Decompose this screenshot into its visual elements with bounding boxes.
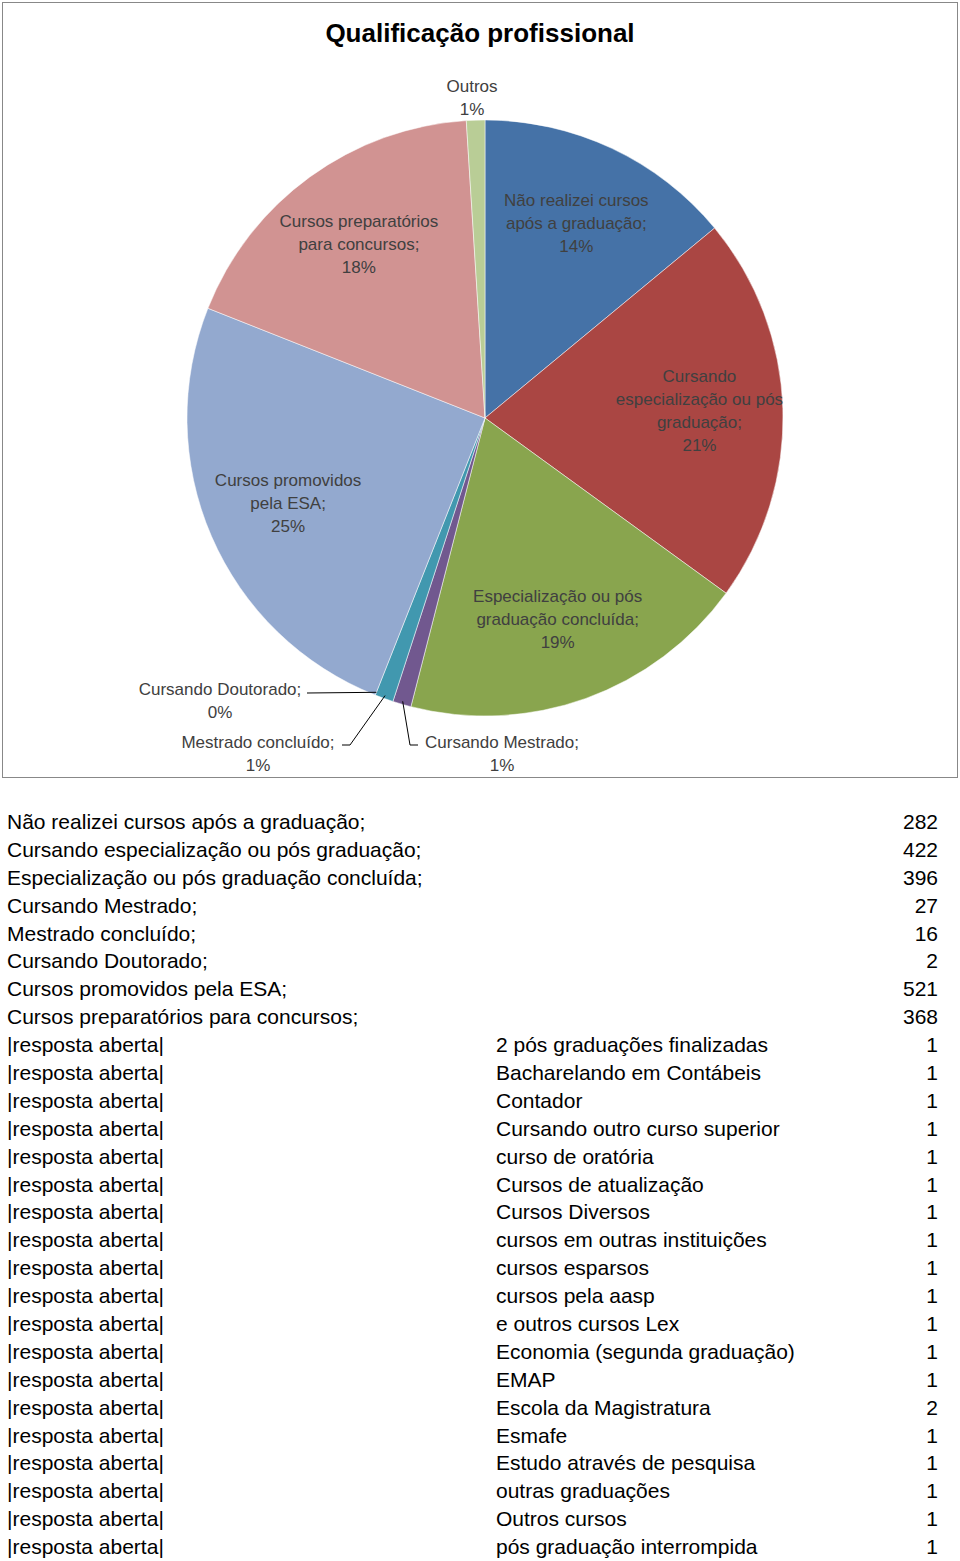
html-text:cursos pela aasp: cursos pela aasp — [496, 1284, 655, 1308]
html-text:1: 1 — [926, 1033, 938, 1057]
svg-text:Não realizei cursosapós a grad: Não realizei cursosapós a graduação;14% — [504, 191, 649, 256]
html-text:Cursando especialização ou pós: Cursando especialização ou pós graduação… — [7, 837, 422, 861]
html-text:422: 422 — [903, 837, 938, 861]
html-text:1: 1 — [926, 1507, 938, 1531]
html-text:Mestrado concluído;: Mestrado concluído; — [7, 921, 197, 945]
html-text:1: 1 — [926, 1479, 938, 1503]
html-text:cursos em outras instituições: cursos em outras instituições — [496, 1228, 767, 1252]
html-text:368: 368 — [903, 1005, 938, 1029]
html-text:e outros cursos Lex: e outros cursos Lex — [496, 1312, 680, 1335]
html-text:|resposta aberta|: |resposta aberta| — [7, 1479, 164, 1503]
html-text:Estudo através de pesquisa: Estudo através de pesquisa — [496, 1451, 756, 1475]
svg-text:Outros1%: Outros1% — [446, 77, 497, 119]
html-text:|resposta aberta|: |resposta aberta| — [7, 1339, 164, 1363]
html-text:1: 1 — [926, 1116, 938, 1140]
html-text:curso de oratória: curso de oratória — [496, 1144, 654, 1168]
html-text:Escola da Magistratura: Escola da Magistratura — [496, 1395, 711, 1419]
html-text:2: 2 — [926, 1395, 938, 1419]
html-text:Contador: Contador — [496, 1088, 583, 1112]
svg-text:Cursando Mestrado;1%: Cursando Mestrado;1% — [425, 733, 579, 775]
html-text:1: 1 — [926, 1061, 938, 1084]
html-text:2 pós graduações finalizadas: 2 pós graduações finalizadas — [496, 1033, 768, 1057]
html-text:|resposta aberta|: |resposta aberta| — [7, 1451, 164, 1475]
html-text:1: 1 — [926, 1144, 938, 1168]
html-text:cursos esparsos: cursos esparsos — [496, 1256, 649, 1280]
html-text:|resposta aberta|: |resposta aberta| — [7, 1256, 164, 1280]
html-text:1: 1 — [926, 1535, 938, 1559]
html-text:1: 1 — [926, 1451, 938, 1475]
svg-text:Mestrado concluído;1%: Mestrado concluído;1% — [181, 733, 334, 775]
html-text:1: 1 — [926, 1284, 938, 1308]
html-text:1: 1 — [926, 1088, 938, 1112]
html-text:Especialização ou pós graduaçã: Especialização ou pós graduação concluíd… — [7, 865, 423, 889]
html-text:Cursos Diversos: Cursos Diversos — [496, 1200, 650, 1224]
html-text:1: 1 — [926, 1423, 938, 1447]
html-text:|resposta aberta|: |resposta aberta| — [7, 1535, 164, 1559]
svg-text:Cursandoespecialização ou pósg: Cursandoespecialização ou pósgraduação;2… — [616, 367, 783, 455]
html-text:1: 1 — [926, 1367, 938, 1391]
html-text:|resposta aberta|: |resposta aberta| — [7, 1228, 164, 1252]
html-text:396: 396 — [903, 865, 938, 889]
html-text:|resposta aberta|: |resposta aberta| — [7, 1200, 164, 1224]
html-text:|resposta aberta|: |resposta aberta| — [7, 1116, 164, 1140]
html-text:521: 521 — [903, 977, 938, 1001]
html-text:1: 1 — [926, 1312, 938, 1335]
html-text:1: 1 — [926, 1256, 938, 1280]
html-text:|resposta aberta|: |resposta aberta| — [7, 1061, 164, 1084]
html-text:Cursos preparatórios para conc: Cursos preparatórios para concursos; — [7, 1005, 359, 1029]
html-text:1: 1 — [926, 1172, 938, 1196]
html-text:|resposta aberta|: |resposta aberta| — [7, 1395, 164, 1419]
html-text:1: 1 — [926, 1228, 938, 1252]
html-text:|resposta aberta|: |resposta aberta| — [7, 1033, 164, 1057]
html-text:1: 1 — [926, 1200, 938, 1224]
html-text:27: 27 — [914, 893, 938, 917]
html-text:Cursos de atualização: Cursos de atualização — [496, 1172, 704, 1196]
html-text:Qualificação profissional: Qualificação profissional — [325, 18, 635, 48]
html-text:|resposta aberta|: |resposta aberta| — [7, 1312, 164, 1335]
html-text:1: 1 — [926, 1339, 938, 1363]
html-text:Bacharelando em Contábeis: Bacharelando em Contábeis — [496, 1061, 761, 1084]
html-text:Cursando Doutorado;: Cursando Doutorado; — [7, 949, 208, 973]
html-text:pós graduação interrompida: pós graduação interrompida — [496, 1535, 758, 1559]
html-text:|resposta aberta|: |resposta aberta| — [7, 1284, 164, 1308]
html-text:Cursando outro curso superior: Cursando outro curso superior — [496, 1116, 780, 1140]
html-text:|resposta aberta|: |resposta aberta| — [7, 1144, 164, 1168]
html-text:Esmafe: Esmafe — [496, 1423, 568, 1447]
html-text:16: 16 — [914, 921, 938, 945]
html-text:|resposta aberta|: |resposta aberta| — [7, 1172, 164, 1196]
svg-text:Cursos preparatóriospara concu: Cursos preparatóriospara concursos;18% — [280, 212, 439, 277]
svg-text:Cursos promovidospela ESA;25%: Cursos promovidospela ESA;25% — [215, 471, 361, 536]
html-text:|resposta aberta|: |resposta aberta| — [7, 1423, 164, 1447]
html-text:Economia (segunda graduação): Economia (segunda graduação) — [496, 1339, 795, 1363]
html-text:Cursando Mestrado;: Cursando Mestrado; — [7, 893, 198, 917]
html-text:|resposta aberta|: |resposta aberta| — [7, 1088, 164, 1112]
html-text:outras graduações: outras graduações — [496, 1479, 670, 1503]
html-text:Outros cursos: Outros cursos — [496, 1507, 627, 1531]
svg-text:Especialização ou pósgraduação: Especialização ou pósgraduação concluída… — [473, 587, 642, 652]
svg-text:Cursando Doutorado;0%: Cursando Doutorado;0% — [139, 680, 302, 722]
html-text:Não realizei cursos após a gra: Não realizei cursos após a graduação; — [7, 810, 366, 833]
html-text:Cursos promovidos pela ESA;: Cursos promovidos pela ESA; — [7, 977, 288, 1001]
html-text:2: 2 — [926, 949, 938, 973]
html-text:|resposta aberta|: |resposta aberta| — [7, 1507, 164, 1531]
html-text:EMAP: EMAP — [496, 1367, 556, 1391]
html-text:|resposta aberta|: |resposta aberta| — [7, 1367, 164, 1391]
html-text:282: 282 — [903, 810, 938, 833]
